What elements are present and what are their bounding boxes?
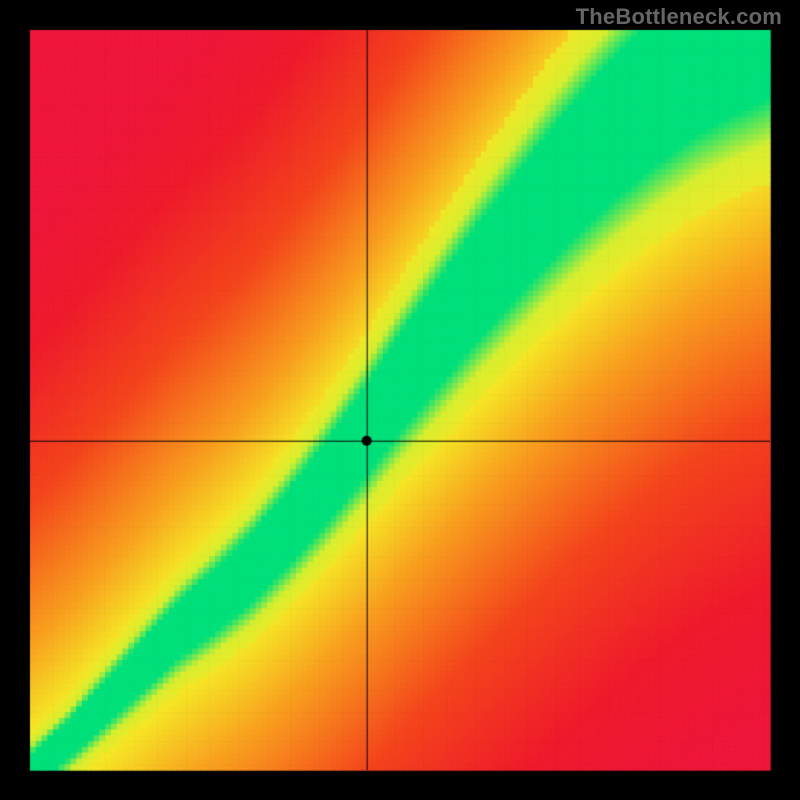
watermark-text: TheBottleneck.com <box>576 4 782 30</box>
chart-container: TheBottleneck.com <box>0 0 800 800</box>
bottleneck-heatmap <box>0 0 800 800</box>
